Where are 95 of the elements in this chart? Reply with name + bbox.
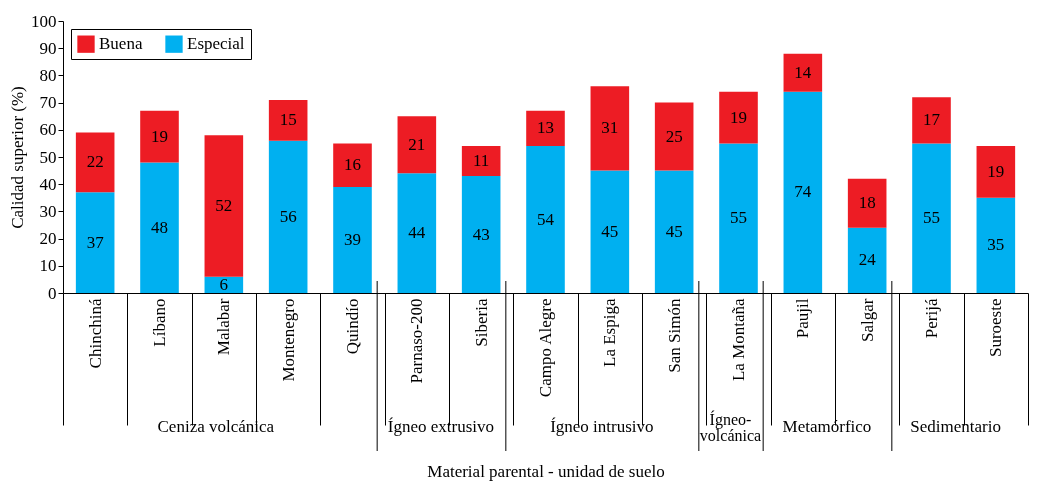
bar: [847, 227, 887, 293]
bar: [268, 140, 308, 293]
bar: [204, 135, 244, 277]
data-label: 35: [987, 235, 1005, 255]
y-tick-label: 50: [39, 147, 57, 167]
y-tick-label: 0: [48, 283, 57, 303]
y-tick-label: 70: [39, 93, 57, 113]
bar: [75, 132, 115, 193]
bar: [847, 178, 887, 228]
bar: [783, 53, 823, 92]
bar: [912, 143, 951, 293]
bar: [461, 146, 501, 177]
y-tick-label: 80: [39, 65, 57, 85]
data-label: 14: [794, 62, 812, 82]
data-label: 55: [923, 208, 940, 228]
data-label: 31: [601, 118, 619, 138]
data-label: 13: [537, 118, 554, 138]
text: Ígneo extrusivo: [386, 417, 496, 436]
x-tick-label: Malabar: [214, 298, 234, 356]
bar: [976, 146, 1016, 198]
legend-label: Buena: [99, 34, 143, 54]
x-tick-label: Parnaso-200: [407, 298, 427, 384]
y-tick-label: 10: [39, 256, 57, 276]
data-label: 18: [858, 193, 876, 213]
bar: [590, 170, 630, 293]
data-label: 39: [344, 229, 361, 249]
x-tick-label: Líbano: [150, 298, 169, 347]
bar: [140, 162, 179, 293]
data-label: 17: [923, 110, 941, 130]
bar: [140, 110, 179, 163]
bar: [397, 116, 437, 174]
bar: [976, 197, 1016, 293]
data-label: 24: [858, 250, 877, 270]
data-label: 55: [730, 208, 747, 228]
text: Ceniza volcánica: [156, 417, 276, 436]
data-label: 45: [601, 221, 619, 241]
data-label: 15: [279, 110, 297, 130]
data-label: 19: [987, 161, 1005, 181]
bar: [333, 143, 372, 187]
x-tick-label: Salgar: [857, 298, 877, 342]
text: Sedimentario: [909, 417, 1002, 436]
data-label: 19: [730, 107, 747, 127]
data-label: 56: [279, 206, 297, 226]
x-tick-label: Campo Alegre: [536, 298, 555, 398]
bar: [75, 192, 115, 293]
x-tick-label: Quindío: [343, 298, 362, 355]
x-tick-label: La Espiga: [600, 298, 620, 367]
bar: [333, 186, 372, 293]
y-tick-label: 90: [39, 38, 57, 58]
data-label: 52: [215, 195, 233, 215]
y-axis-title: Calidad superior (%): [8, 86, 27, 229]
x-tick-label: San Simón: [664, 298, 684, 373]
x-tick-label: Siberia: [471, 298, 491, 347]
bar: [912, 97, 951, 144]
text: Ígneo intrusivo: [549, 417, 655, 436]
text: Metamórfico: [781, 417, 873, 436]
y-tick-label: 40: [39, 174, 57, 194]
bar: [654, 170, 694, 293]
data-label: 43: [472, 224, 490, 244]
data-label: 22: [86, 152, 104, 172]
bar: [397, 173, 437, 293]
data-label: 16: [344, 155, 361, 175]
data-label: 11: [472, 151, 490, 171]
y-tick-label: 100: [31, 11, 57, 31]
data-label: 48: [151, 217, 168, 237]
x-tick-label: La Montaña: [729, 298, 748, 382]
data-label: 74: [794, 182, 812, 202]
y-tick-label: 30: [39, 201, 57, 221]
x-tick-label: Suroeste: [986, 298, 1006, 358]
y-tick-label: 60: [39, 120, 57, 140]
data-label: 37: [86, 232, 105, 252]
x-tick-label: Perijá: [922, 298, 941, 339]
bar: [590, 86, 630, 171]
x-tick-label: Chinchiná: [85, 298, 105, 369]
data-label: 54: [537, 209, 555, 229]
bar: [783, 91, 823, 293]
bar: [526, 146, 565, 293]
bar: [719, 143, 758, 293]
data-label: 21: [408, 134, 426, 154]
data-label: 44: [408, 223, 426, 243]
bar: [461, 176, 501, 293]
text: Ígneo-volcánica: [698, 411, 763, 444]
data-label: 19: [151, 126, 168, 146]
y-tick-label: 20: [39, 229, 57, 249]
x-axis-title: Material parental - unidad de suelo: [427, 462, 665, 481]
data-label: 45: [665, 221, 683, 241]
bar: [719, 91, 758, 144]
bar: [654, 102, 694, 171]
x-tick-label: Montenegro: [278, 298, 298, 382]
bar: [526, 110, 565, 147]
legend-label: Especial: [187, 34, 245, 54]
data-label: 25: [665, 126, 683, 146]
data-label: 6: [219, 274, 229, 294]
bar: [268, 99, 308, 141]
x-tick-label: Paujil: [793, 298, 813, 339]
